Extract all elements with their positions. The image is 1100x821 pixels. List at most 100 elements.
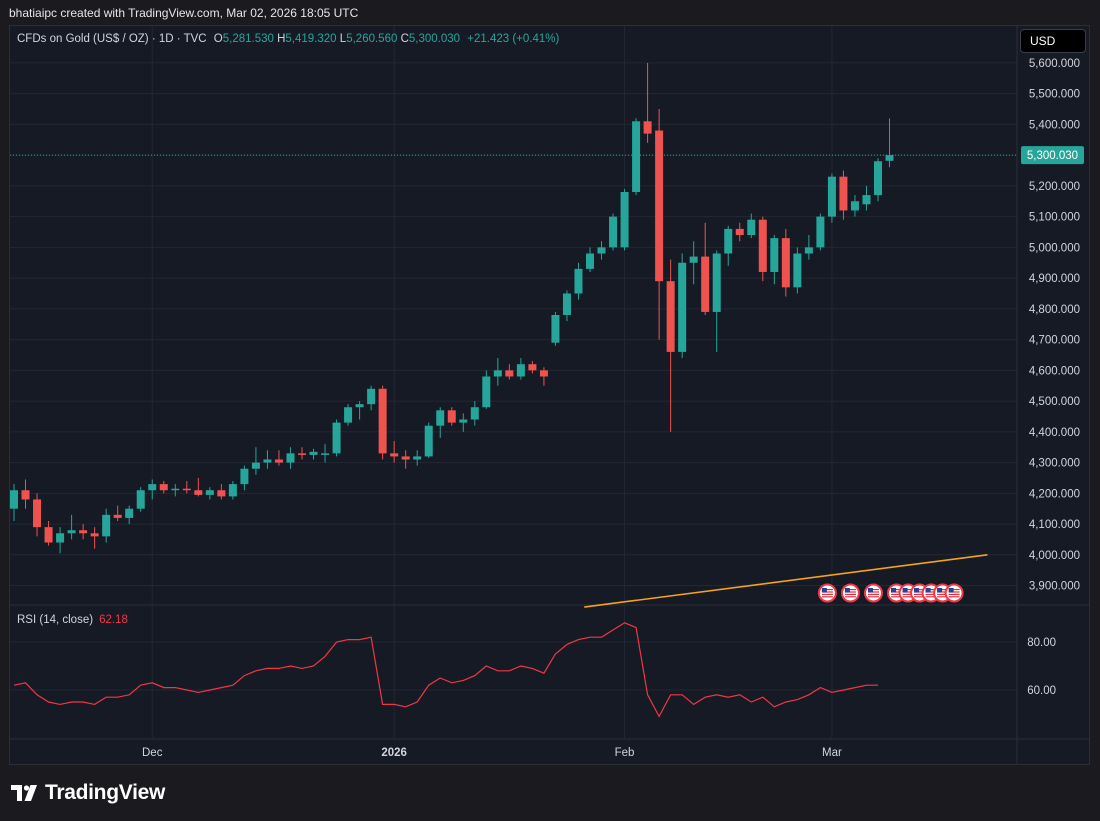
tradingview-logo-icon — [11, 785, 37, 801]
candle — [459, 413, 468, 432]
flag-stripe — [821, 593, 833, 595]
flag-stripe — [867, 596, 879, 598]
candle-body — [309, 451, 318, 455]
candle-body — [286, 453, 295, 463]
price-tick-label: 5,000.000 — [1029, 242, 1080, 254]
candle-body — [67, 530, 76, 534]
candle — [804, 235, 813, 260]
candle-body — [171, 488, 180, 491]
candle-body — [136, 490, 145, 509]
us-flag-event-icon — [863, 583, 883, 603]
time-tick-label: 2026 — [381, 747, 407, 759]
candle-body — [56, 533, 65, 543]
us-flag-event-icon — [817, 583, 837, 603]
rsi-axis: 60.00 80.00 — [1027, 637, 1056, 697]
candle-body — [459, 419, 468, 423]
candle — [309, 448, 318, 460]
candle-body — [240, 468, 249, 485]
flag-canton — [902, 588, 908, 593]
candle-body — [539, 370, 548, 377]
symbol-legend[interactable]: CFDs on Gold (US$ / OZ) · 1D · TVC O5,28… — [17, 33, 559, 45]
flag-stripe — [948, 593, 960, 595]
candle — [574, 262, 583, 300]
flag-stripe — [914, 593, 926, 595]
candle-body — [689, 256, 698, 263]
candle-body — [505, 370, 514, 377]
price-tick-label: 5,200.000 — [1029, 181, 1080, 193]
price-tick-label: 5,100.000 — [1029, 212, 1080, 224]
candle-body — [298, 453, 306, 455]
candle-body — [735, 228, 744, 236]
tradingview-brand[interactable]: TradingView — [11, 781, 165, 805]
candle-body — [274, 459, 283, 463]
candle-body — [125, 508, 134, 518]
flag-canton — [844, 588, 850, 593]
candle-body — [447, 410, 456, 423]
low-value: 5,260.560 — [346, 33, 398, 45]
candlestick-series — [10, 62, 894, 554]
candle-body — [793, 253, 802, 288]
flag-stripe — [902, 591, 914, 593]
candle-body — [781, 238, 790, 288]
flag-stripe — [948, 589, 960, 591]
candle — [436, 407, 445, 438]
candle-body — [562, 293, 571, 315]
flag-stripe — [891, 596, 903, 598]
candle — [344, 404, 353, 426]
candle — [597, 241, 606, 260]
candle — [516, 358, 525, 380]
rsi-tick-label: 60.00 — [1027, 685, 1056, 697]
open-label: O — [213, 33, 223, 45]
candle — [712, 250, 721, 352]
candle — [240, 465, 249, 491]
price-tick-label: 4,800.000 — [1029, 304, 1080, 316]
high-value: 5,419.320 — [285, 33, 337, 45]
candle — [321, 444, 330, 463]
candle — [159, 481, 168, 494]
price-axis: 3,900.000 4,000.000 4,100.000 4,200.000 4,30… — [1029, 58, 1080, 593]
flag-stripe — [948, 596, 960, 598]
candle-body — [90, 533, 99, 537]
rsi-series — [13, 622, 878, 718]
candle — [251, 447, 260, 475]
candle — [79, 524, 88, 540]
candle — [701, 222, 710, 315]
candle-body — [228, 484, 237, 497]
candle — [56, 527, 65, 554]
candle-body — [21, 490, 30, 500]
candle — [182, 481, 191, 494]
candle — [378, 385, 387, 460]
candle — [885, 118, 894, 168]
grid-lines — [10, 26, 1089, 764]
flag-stripe — [821, 591, 833, 593]
currency-button[interactable]: USD — [1020, 29, 1086, 53]
candle — [367, 385, 376, 411]
candle-body — [470, 407, 479, 420]
price-tick-label: 4,000.000 — [1029, 550, 1080, 562]
candle-body — [263, 459, 272, 463]
flag-stripe — [844, 593, 856, 595]
candle-body — [401, 456, 410, 460]
candle-body — [355, 404, 364, 408]
rsi-tick-label: 80.00 — [1027, 637, 1056, 649]
candle — [205, 487, 214, 500]
flag-canton — [914, 588, 920, 593]
candle-body — [321, 453, 330, 455]
candle — [724, 225, 733, 266]
candle — [493, 358, 502, 386]
candle — [586, 247, 594, 272]
rsi-legend[interactable]: RSI (14, close) 62.18 — [17, 614, 128, 626]
candle — [551, 311, 560, 346]
flag-canton — [821, 588, 827, 593]
flag-stripe — [891, 593, 903, 595]
flag-stripe — [925, 593, 937, 595]
price-tick-label: 4,900.000 — [1029, 273, 1080, 285]
candle — [678, 253, 687, 359]
candle — [67, 514, 76, 540]
candle-body — [747, 219, 756, 236]
price-tick-label: 4,500.000 — [1029, 396, 1080, 408]
price-tick-label: 4,300.000 — [1029, 458, 1080, 470]
flag-stripe — [925, 596, 937, 598]
candle-body — [862, 195, 871, 205]
